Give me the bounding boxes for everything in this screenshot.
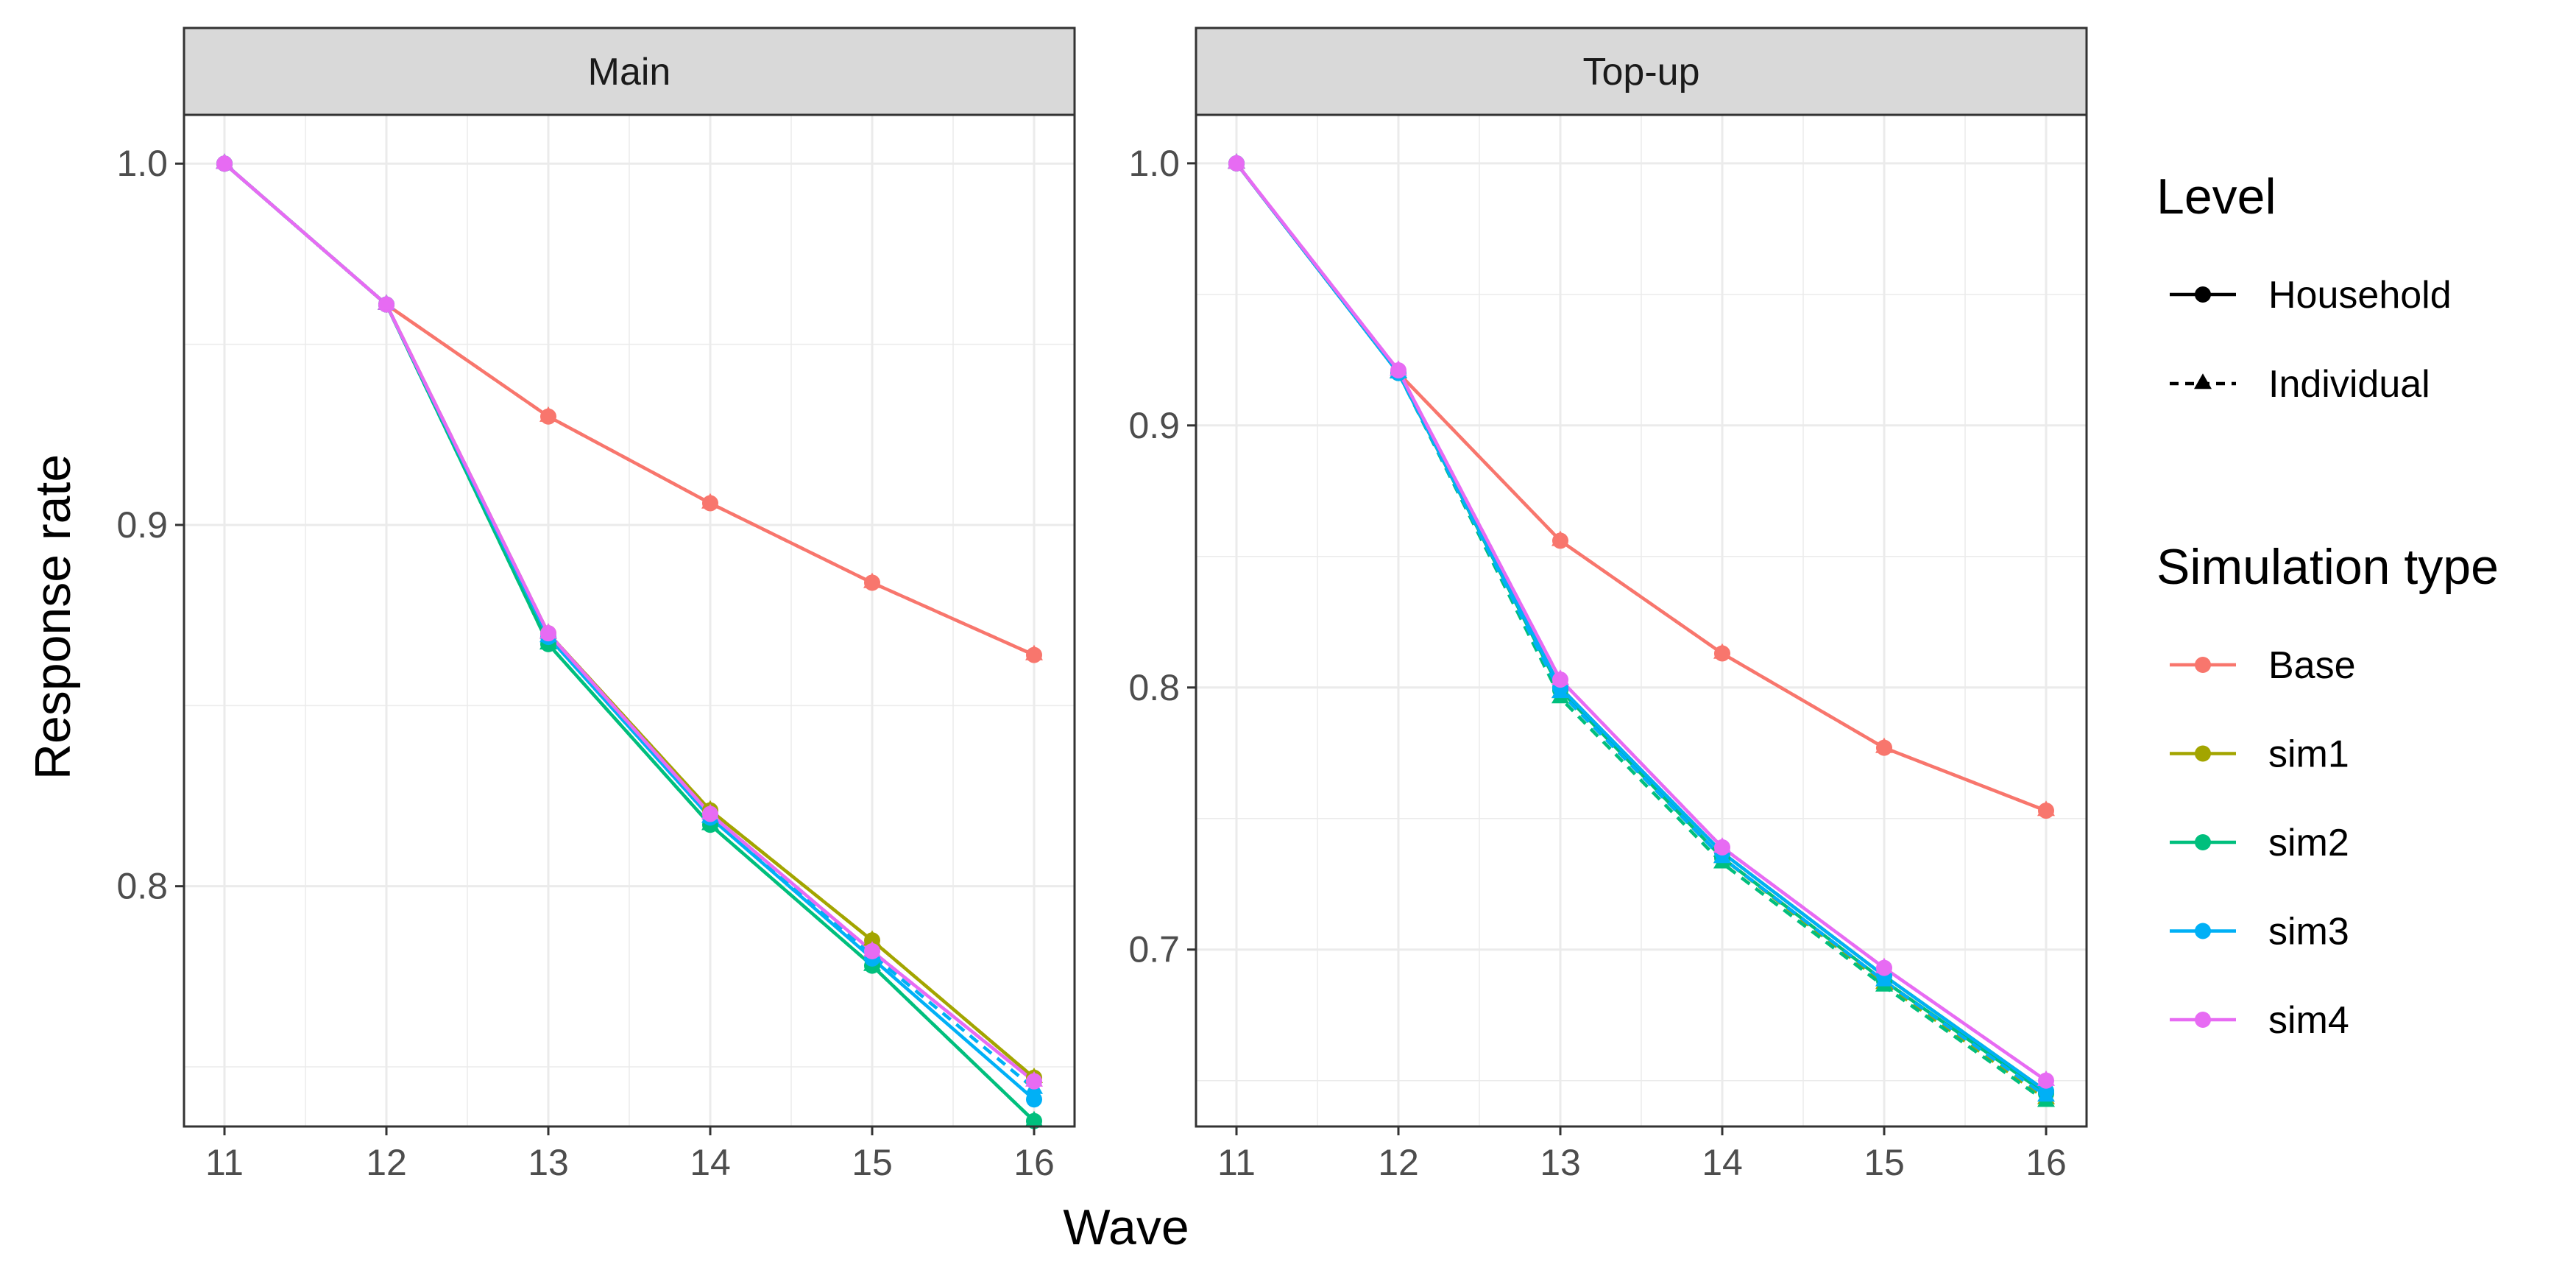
y-tick-label: 1.0 bbox=[116, 143, 168, 184]
legend-label-sim2: sim2 bbox=[2268, 822, 2349, 864]
x-tick-label: 13 bbox=[528, 1142, 569, 1183]
y-tick-label: 0.9 bbox=[1128, 405, 1180, 446]
panels: Main 0.8 0.9 1.0 11 12 13 14 15 16 Top-up 0.7 0.8 0.9… bbox=[116, 27, 2088, 1183]
panel-border bbox=[1195, 113, 2088, 1128]
facet-strip bbox=[183, 27, 1076, 116]
data-point-sim3-household bbox=[1026, 1091, 1042, 1108]
data-point-base-individual bbox=[539, 406, 557, 422]
legend-label-individual: Individual bbox=[2268, 363, 2430, 406]
data-point-sim4-individual bbox=[1875, 957, 1893, 973]
data-point-base-individual bbox=[2037, 800, 2055, 817]
legend-title-level: Level bbox=[2156, 169, 2276, 225]
legend-key-point-base bbox=[2195, 657, 2211, 673]
data-point-sim4-individual bbox=[2037, 1070, 2055, 1086]
legend-label-sim4: sim4 bbox=[2268, 999, 2349, 1042]
data-point-sim4-individual bbox=[701, 803, 719, 819]
x-tick-label: 13 bbox=[1540, 1142, 1581, 1183]
legend-label-sim1: sim1 bbox=[2268, 733, 2349, 776]
facet-strip-label: Main bbox=[588, 51, 671, 94]
x-tick-label: 14 bbox=[690, 1142, 731, 1183]
panel-border bbox=[183, 113, 1076, 1128]
y-axis-title: Response rate bbox=[25, 454, 81, 780]
x-axis-title: Wave bbox=[1063, 1199, 1189, 1255]
data-point-sim2-individual bbox=[1025, 1110, 1043, 1126]
x-tick-label: 12 bbox=[1378, 1142, 1419, 1183]
series-line-sim4-individual bbox=[1235, 162, 2048, 1082]
data-point-base-individual bbox=[1875, 737, 1893, 753]
y-tick-label: 0.8 bbox=[1128, 667, 1180, 708]
data-point-sim3-individual bbox=[2037, 1086, 2055, 1102]
data-point-sim4-individual bbox=[1228, 153, 1245, 169]
data-point-sim4-individual bbox=[1390, 360, 1407, 376]
y-tick-label: 0.9 bbox=[116, 504, 168, 546]
series-line-sim4-individual bbox=[223, 162, 1036, 1083]
legend-key-point-sim1 bbox=[2195, 745, 2211, 762]
data-point-base-individual bbox=[1025, 644, 1043, 660]
data-point-sim3-individual bbox=[1551, 683, 1569, 699]
legend-key-circle bbox=[2195, 286, 2211, 303]
data-point-sim4-individual bbox=[216, 153, 233, 169]
data-point-sim4-individual bbox=[863, 941, 881, 957]
x-tick-label: 16 bbox=[2025, 1142, 2067, 1183]
legend: Level Household Individual Simulation type B… bbox=[2156, 169, 2499, 1042]
x-tick-label: 11 bbox=[1217, 1142, 1256, 1183]
panel-0: Main 0.8 0.9 1.0 11 12 13 14 15 16 bbox=[116, 27, 1076, 1183]
data-point-sim4-individual bbox=[539, 623, 557, 639]
y-tick-label: 1.0 bbox=[1128, 143, 1180, 184]
legend-label-household: Household bbox=[2268, 274, 2452, 317]
x-tick-label: 15 bbox=[852, 1142, 893, 1183]
data-point-sim4-individual bbox=[1025, 1071, 1043, 1087]
legend-key-point-sim4 bbox=[2195, 1012, 2211, 1028]
facet-strip-label: Top-up bbox=[1583, 51, 1700, 94]
legend-key-point-sim3 bbox=[2195, 923, 2211, 939]
data-point-sim4-individual bbox=[1551, 669, 1569, 685]
x-tick-label: 16 bbox=[1013, 1142, 1055, 1183]
data-point-base-individual bbox=[701, 493, 719, 509]
legend-title-simulation: Simulation type bbox=[2156, 539, 2499, 595]
data-point-base-individual bbox=[1551, 530, 1569, 546]
data-point-sim4-individual bbox=[378, 294, 395, 310]
data-point-base-individual bbox=[863, 572, 881, 588]
x-tick-label: 12 bbox=[366, 1142, 407, 1183]
legend-label-base: Base bbox=[2268, 644, 2356, 687]
data-point-base-individual bbox=[1713, 643, 1731, 659]
x-tick-label: 15 bbox=[1864, 1142, 1905, 1183]
legend-key-point-sim2 bbox=[2195, 834, 2211, 850]
panel-1: Top-up 0.7 0.8 0.9 1.0 11 12 13 14 15 16 bbox=[1128, 27, 2088, 1183]
y-tick-label: 0.8 bbox=[116, 866, 168, 907]
x-tick-label: 14 bbox=[1702, 1142, 1743, 1183]
facet-strip bbox=[1195, 27, 2088, 116]
legend-key-triangle bbox=[2194, 373, 2212, 389]
data-point-sim1-individual bbox=[863, 930, 881, 946]
legend-label-sim3: sim3 bbox=[2268, 911, 2349, 953]
x-tick-label: 11 bbox=[205, 1142, 244, 1183]
data-point-sim4-individual bbox=[1713, 837, 1731, 853]
data-point-sim3-individual bbox=[1875, 970, 1893, 987]
y-tick-label: 0.7 bbox=[1128, 929, 1180, 970]
